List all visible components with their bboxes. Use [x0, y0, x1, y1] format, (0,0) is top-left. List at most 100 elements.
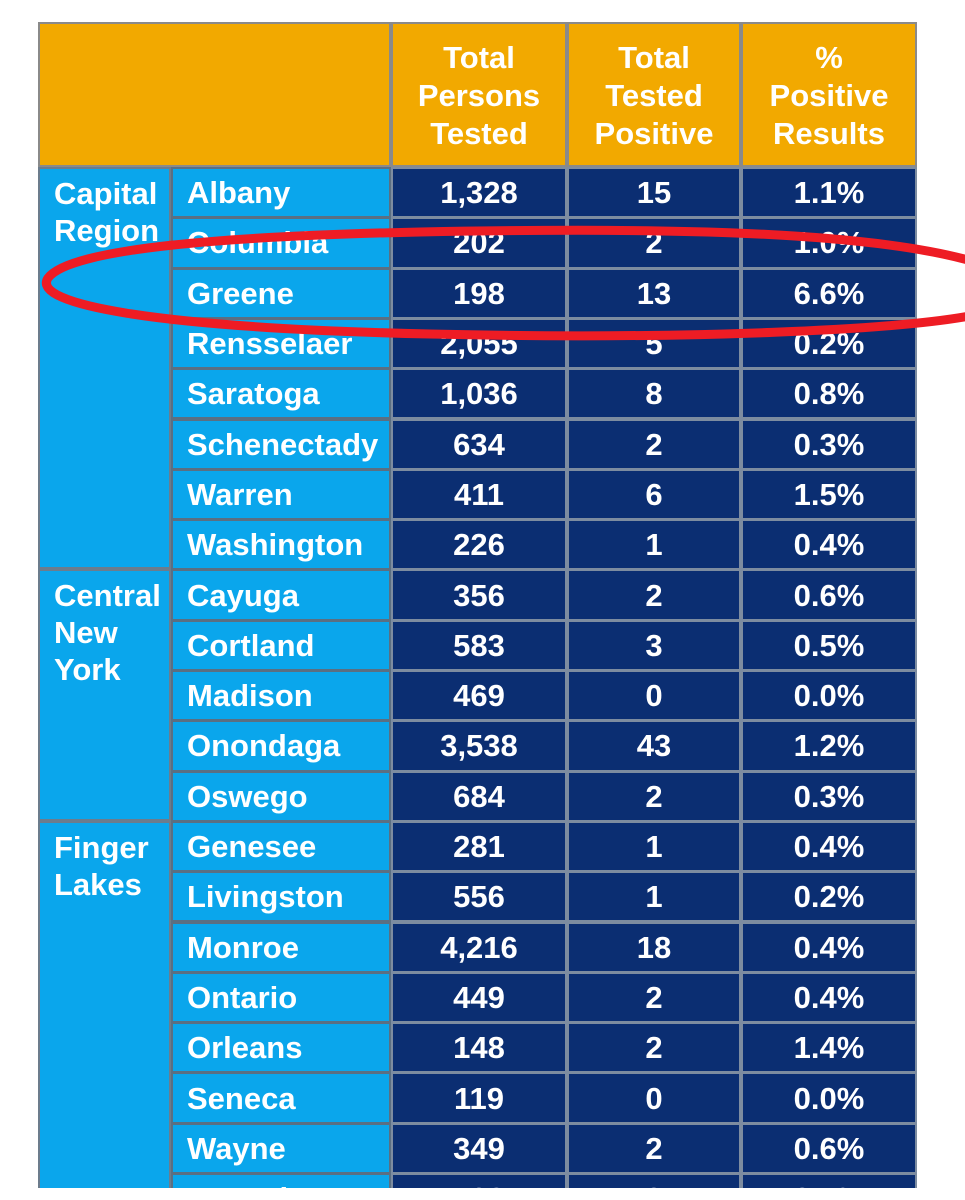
header-text-line: Total	[443, 39, 515, 75]
positive-value: 15	[567, 167, 741, 219]
county-name: Oswego	[171, 770, 391, 822]
header-text-line: Positive	[769, 77, 889, 113]
county-name: Wayne	[171, 1122, 391, 1174]
positive-value: 2	[567, 217, 741, 269]
total-tested-value: 120	[391, 1173, 567, 1188]
total-tested-value: 281	[391, 820, 567, 873]
region-name-line: Central	[54, 578, 161, 614]
total-tested-value: 2,055	[391, 317, 567, 370]
pct-positive-value: 2.5%	[741, 1173, 917, 1188]
positive-value: 0	[567, 1072, 741, 1124]
region-cell: Finger Lakes	[38, 820, 171, 1188]
total-tested-value: 1,328	[391, 167, 567, 219]
pct-positive-value: 0.6%	[741, 569, 917, 621]
header-text-line: Total	[618, 39, 690, 75]
header-text-line: Tested	[430, 115, 528, 151]
region-name-line: Capital	[54, 176, 158, 211]
pct-positive-value: 0.6%	[741, 1122, 917, 1174]
county-name: Monroe	[171, 921, 391, 973]
pct-positive-value: 0.2%	[741, 871, 917, 923]
region-cell: Central New York	[38, 569, 171, 821]
pct-positive-value: 0.8%	[741, 368, 917, 420]
region-name-line: York	[54, 652, 121, 688]
header-text-line: Tested	[605, 77, 703, 113]
county-name: Onondaga	[171, 720, 391, 772]
header-blank-cell	[38, 22, 391, 167]
positive-value: 2	[567, 971, 741, 1024]
county-testing-table: Total Persons Tested Total Tested Positive% Po…	[38, 22, 917, 1188]
positive-value: 2	[567, 1022, 741, 1074]
region-name-line: Region	[54, 213, 160, 248]
county-name: Greene	[171, 267, 391, 319]
pct-positive-value: 0.0%	[741, 670, 917, 722]
county-name: Rensselaer	[171, 317, 391, 370]
total-tested-value: 684	[391, 770, 567, 822]
pct-positive-value: 0.3%	[741, 418, 917, 470]
total-tested-value: 148	[391, 1022, 567, 1074]
total-tested-value: 4,216	[391, 921, 567, 973]
county-name: Warren	[171, 468, 391, 521]
pct-positive-value: 1.2%	[741, 720, 917, 772]
positive-value: 3	[567, 619, 741, 671]
total-tested-value: 226	[391, 519, 567, 571]
header-text-line: Results	[773, 115, 885, 151]
region-cell: Capital Region	[38, 167, 171, 570]
pct-positive-value: 1.0%	[741, 217, 917, 269]
header-text-line: %	[815, 39, 843, 75]
header-text-line: Positive	[594, 115, 714, 151]
pct-positive-value: 1.5%	[741, 468, 917, 521]
county-name: Columbia	[171, 217, 391, 269]
header-pct-positive-results: % Positive Results	[741, 22, 917, 167]
county-name: Madison	[171, 670, 391, 722]
pct-positive-value: 0.0%	[741, 1072, 917, 1124]
pct-positive-value: 0.3%	[741, 770, 917, 822]
county-name: Ontario	[171, 971, 391, 1024]
pct-positive-value: 0.4%	[741, 519, 917, 571]
positive-value: 6	[567, 468, 741, 521]
pct-positive-value: 1.4%	[741, 1022, 917, 1074]
county-name: Cayuga	[171, 569, 391, 621]
total-tested-value: 349	[391, 1122, 567, 1174]
positive-value: 1	[567, 820, 741, 873]
total-tested-value: 119	[391, 1072, 567, 1124]
total-tested-value: 411	[391, 468, 567, 521]
positive-value: 2	[567, 569, 741, 621]
pct-positive-value: 1.1%	[741, 167, 917, 219]
region-name-line: New	[54, 615, 118, 651]
total-tested-value: 556	[391, 871, 567, 923]
county-name: Seneca	[171, 1072, 391, 1124]
region-name-line: Finger	[54, 829, 149, 865]
pct-positive-value: 0.5%	[741, 619, 917, 671]
total-tested-value: 3,538	[391, 720, 567, 772]
county-name: Wyoming	[171, 1173, 391, 1188]
pct-positive-value: 6.6%	[741, 267, 917, 319]
total-tested-value: 449	[391, 971, 567, 1024]
pct-positive-value: 0.4%	[741, 971, 917, 1024]
total-tested-value: 1,036	[391, 368, 567, 420]
positive-value: 43	[567, 720, 741, 772]
positive-value: 13	[567, 267, 741, 319]
county-name: Albany	[171, 167, 391, 219]
positive-value: 8	[567, 368, 741, 420]
county-name: Saratoga	[171, 368, 391, 420]
county-name: Genesee	[171, 820, 391, 873]
total-tested-value: 198	[391, 267, 567, 319]
county-name: Washington	[171, 519, 391, 571]
total-tested-value: 583	[391, 619, 567, 671]
county-name: Cortland	[171, 619, 391, 671]
county-name: Orleans	[171, 1022, 391, 1074]
header-total-tested-positive: Total Tested Positive	[567, 22, 741, 167]
header-total-persons-tested: Total Persons Tested	[391, 22, 567, 167]
positive-value: 1	[567, 871, 741, 923]
county-name: Schenectady	[171, 418, 391, 470]
positive-value: 2	[567, 1122, 741, 1174]
pct-positive-value: 0.2%	[741, 317, 917, 370]
positive-value: 5	[567, 317, 741, 370]
positive-value: 1	[567, 519, 741, 571]
positive-value: 2	[567, 418, 741, 470]
positive-value: 18	[567, 921, 741, 973]
positive-value: 0	[567, 670, 741, 722]
total-tested-value: 356	[391, 569, 567, 621]
total-tested-value: 634	[391, 418, 567, 470]
county-name: Livingston	[171, 871, 391, 923]
